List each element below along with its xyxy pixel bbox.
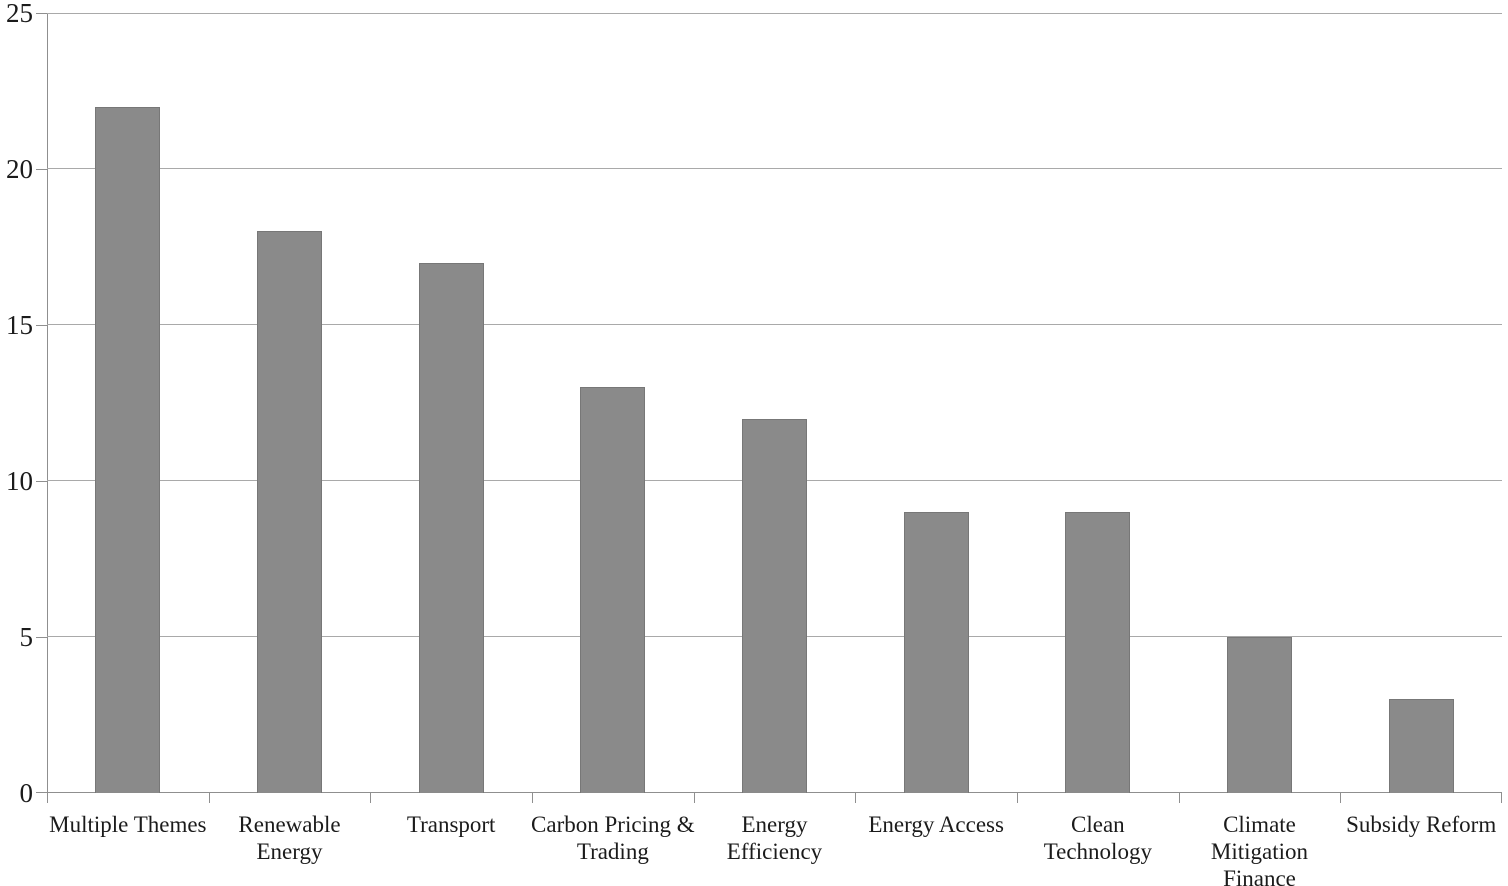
- x-axis-category-label: Energy Efficiency: [674, 811, 876, 865]
- y-axis-labels: 0 5 10 15 20 25: [0, 0, 33, 886]
- bar: [257, 231, 322, 793]
- x-axis-category-label-line: Energy: [256, 839, 323, 864]
- x-axis-category-label: Subsidy Reform: [1320, 811, 1508, 838]
- x-axis-tick: [1340, 793, 1342, 803]
- x-axis-category-label: Renewable Energy: [189, 811, 391, 865]
- x-axis-category-label-line: Carbon Pricing &: [531, 812, 695, 837]
- x-axis-category-label-line: Energy Access: [868, 812, 1004, 837]
- x-axis-category-label-line: Multiple Themes: [49, 812, 207, 837]
- y-axis-tick-label: 5: [19, 622, 34, 652]
- x-axis-category-label: Energy Access: [835, 811, 1037, 838]
- x-axis-category-label-line: Efficiency: [726, 839, 823, 864]
- x-axis-category-label-line: Subsidy Reform: [1346, 812, 1497, 837]
- y-axis-tick: [36, 325, 47, 326]
- x-axis-tick: [855, 793, 857, 803]
- x-axis-category-label-line: Finance: [1223, 866, 1296, 886]
- x-axis-category-label-line: Renewable: [238, 812, 341, 837]
- x-axis-category-label-line: Mitigation: [1210, 839, 1309, 864]
- x-axis-category-label-line: Transport: [406, 812, 496, 837]
- bar: [1388, 699, 1454, 793]
- x-axis-category-label: Carbon Pricing & Trading: [512, 811, 714, 865]
- x-axis-category-label: Transport: [350, 811, 552, 838]
- y-axis-tick: [36, 169, 47, 170]
- bar: [1227, 637, 1292, 793]
- x-axis-tick: [1178, 793, 1180, 803]
- y-axis-tick-label: 25: [6, 0, 33, 28]
- x-axis-category-label-line: Technology: [1043, 839, 1152, 864]
- x-axis-category-label: Climate Mitigation Finance: [1159, 811, 1361, 886]
- gridline: [47, 13, 1502, 14]
- y-axis-tick-label: 0: [19, 778, 34, 808]
- bar: [580, 387, 646, 793]
- x-axis-category-label-line: Climate: [1223, 812, 1296, 837]
- x-axis-tick: [47, 793, 48, 803]
- plot-area: [36, 13, 1502, 803]
- y-axis-line: [47, 13, 48, 794]
- y-axis-tick: [36, 792, 47, 793]
- gridline: [47, 324, 1502, 325]
- bar: [742, 418, 807, 793]
- x-axis-tick: [532, 793, 533, 803]
- x-axis-tick: [370, 793, 372, 803]
- y-axis-tick-label: 15: [6, 310, 33, 340]
- y-axis-tick-label: 10: [6, 466, 33, 496]
- bar: [903, 512, 969, 793]
- x-axis-tick: [693, 793, 695, 803]
- x-axis-category-label: Multiple Themes: [27, 811, 229, 838]
- bar: [1065, 512, 1131, 793]
- x-axis-tick: [208, 793, 210, 803]
- bar: [418, 262, 484, 793]
- x-axis-tick: [1017, 793, 1018, 803]
- x-axis-category-label-line: Energy: [741, 812, 808, 837]
- bar: [95, 106, 161, 793]
- y-axis-tick: [36, 637, 47, 638]
- x-axis-category-label: Clean Technology: [997, 811, 1199, 865]
- x-axis-tick: [1501, 793, 1502, 803]
- gridline: [47, 168, 1502, 169]
- y-axis-tick: [36, 13, 47, 14]
- y-axis-tick: [36, 481, 47, 482]
- x-axis-category-label-line: Trading: [576, 839, 649, 864]
- x-axis-category-label-line: Clean: [1071, 812, 1125, 837]
- y-axis-tick-label: 20: [6, 154, 33, 184]
